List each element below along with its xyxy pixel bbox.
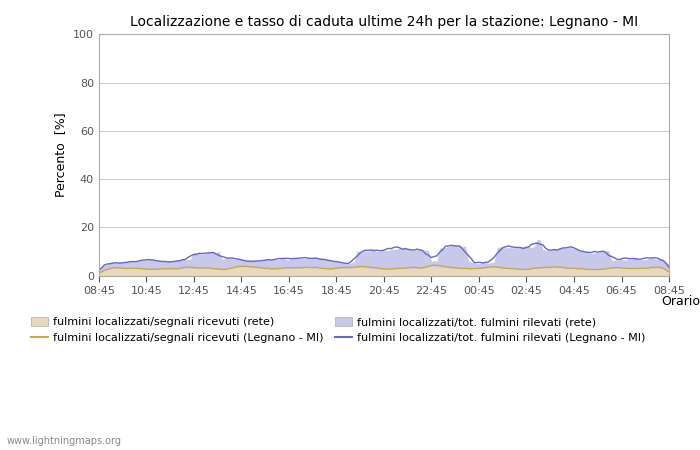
Title: Localizzazione e tasso di caduta ultime 24h per la stazione: Legnano - MI: Localizzazione e tasso di caduta ultime … <box>130 15 638 29</box>
Legend: fulmini localizzati/segnali ricevuti (rete), fulmini localizzati/segnali ricevut: fulmini localizzati/segnali ricevuti (re… <box>27 313 650 347</box>
X-axis label: Orario: Orario <box>661 295 700 308</box>
Y-axis label: Percento  [%]: Percento [%] <box>55 112 67 197</box>
Text: www.lightningmaps.org: www.lightningmaps.org <box>7 436 122 446</box>
